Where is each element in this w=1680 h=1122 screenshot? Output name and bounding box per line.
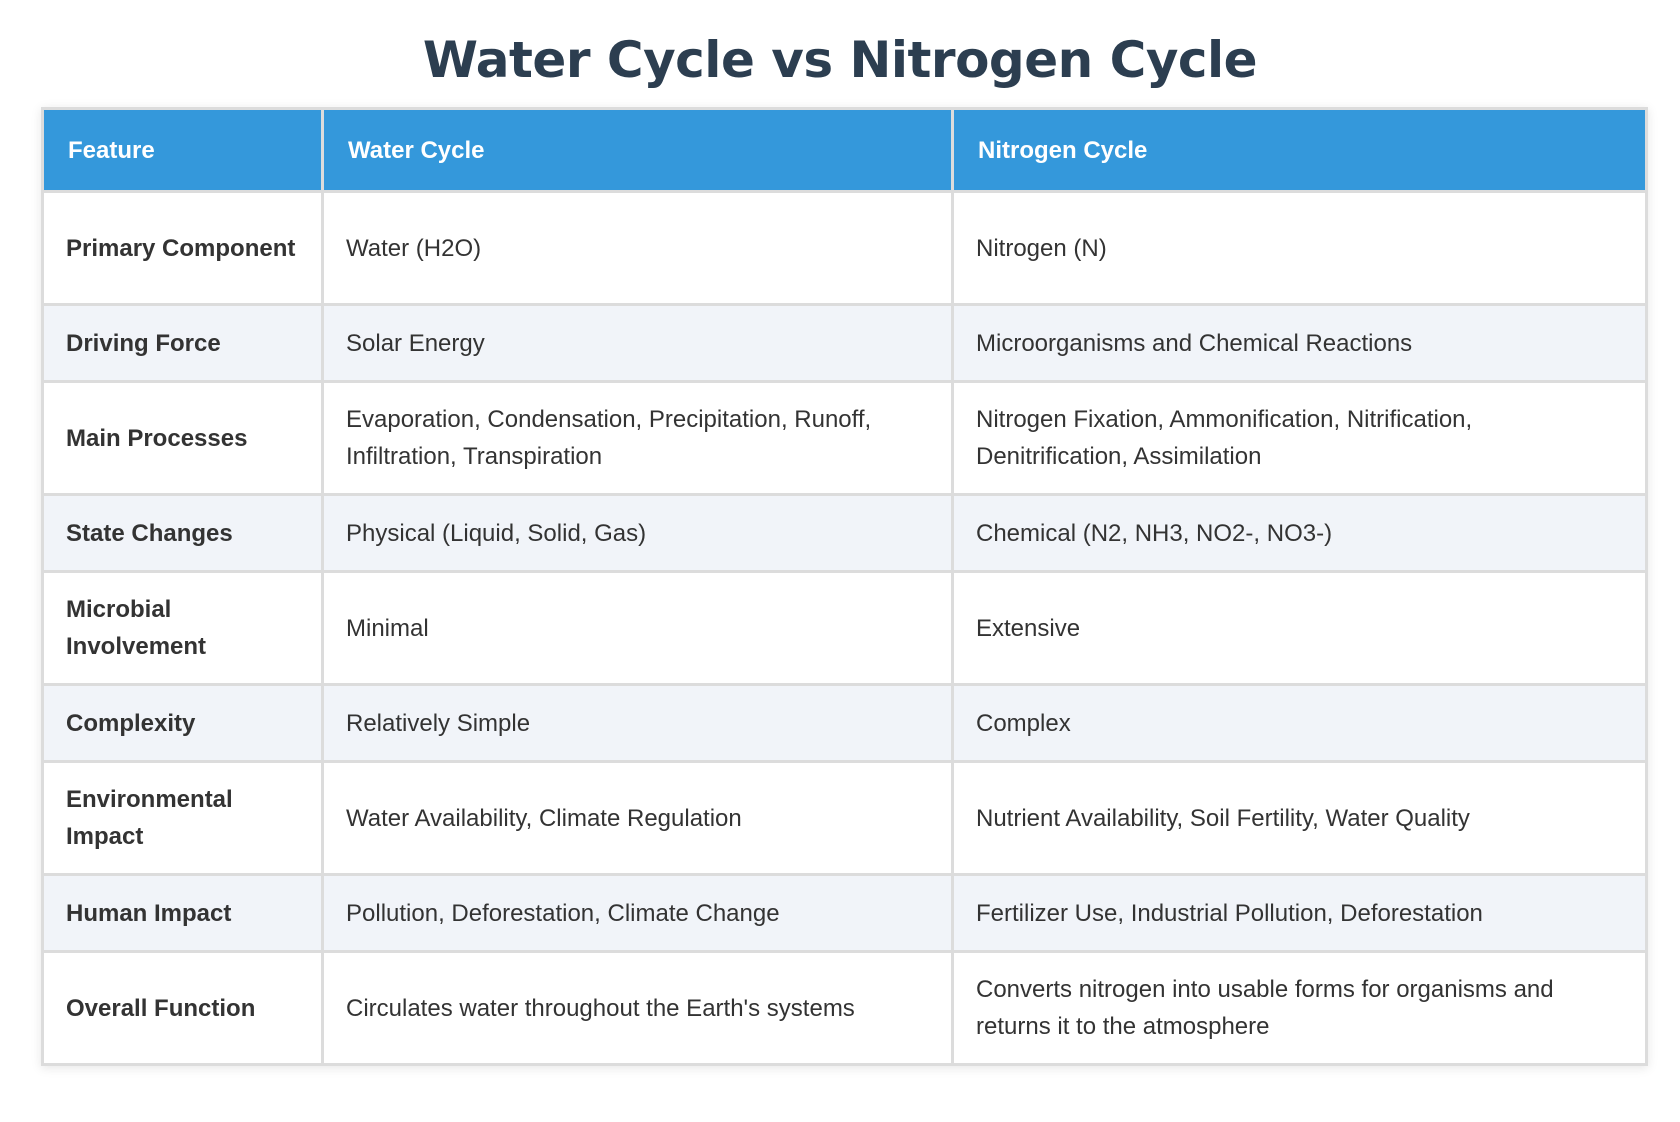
table-row: Microbial Involvement Minimal Extensive [41,570,1648,686]
table-row: Overall Function Circulates water throug… [41,950,1648,1066]
table-row: State Changes Physical (Liquid, Solid, G… [41,493,1648,573]
table-header: Feature Water Cycle Nitrogen Cycle [41,107,1648,193]
nitrogen-cycle-cell: Chemical (N2, NH3, NO2-, NO3-) [951,493,1648,573]
feature-cell: Complexity [41,683,324,763]
feature-cell: Human Impact [41,873,324,953]
water-cycle-cell: Physical (Liquid, Solid, Gas) [321,493,954,573]
nitrogen-cycle-cell: Nitrogen Fixation, Ammonification, Nitri… [951,380,1648,496]
nitrogen-cycle-cell: Microorganisms and Chemical Reactions [951,303,1648,383]
table-row: Primary Component Water (H2O) Nitrogen (… [41,190,1648,306]
nitrogen-cycle-cell: Extensive [951,570,1648,686]
header-nitrogen-cycle: Nitrogen Cycle [951,107,1648,193]
table-body: Primary Component Water (H2O) Nitrogen (… [41,190,1648,1066]
table-row: Main Processes Evaporation, Condensation… [41,380,1648,496]
water-cycle-cell: Pollution, Deforestation, Climate Change [321,873,954,953]
nitrogen-cycle-cell: Nitrogen (N) [951,190,1648,306]
water-cycle-cell: Minimal [321,570,954,686]
comparison-table: Feature Water Cycle Nitrogen Cycle Prima… [41,107,1648,1066]
header-row: Feature Water Cycle Nitrogen Cycle [41,107,1648,193]
water-cycle-cell: Relatively Simple [321,683,954,763]
nitrogen-cycle-cell: Converts nitrogen into usable forms for … [951,950,1648,1066]
nitrogen-cycle-cell: Nutrient Availability, Soil Fertility, W… [951,760,1648,876]
feature-cell: Main Processes [41,380,324,496]
feature-cell: Overall Function [41,950,324,1066]
feature-cell: Microbial Involvement [41,570,324,686]
table-row: Environmental Impact Water Availability,… [41,760,1648,876]
header-feature: Feature [41,107,324,193]
feature-cell: State Changes [41,493,324,573]
water-cycle-cell: Solar Energy [321,303,954,383]
table-row: Driving Force Solar Energy Microorganism… [41,303,1648,383]
header-water-cycle: Water Cycle [321,107,954,193]
water-cycle-cell: Water (H2O) [321,190,954,306]
nitrogen-cycle-cell: Fertilizer Use, Industrial Pollution, De… [951,873,1648,953]
nitrogen-cycle-cell: Complex [951,683,1648,763]
water-cycle-cell: Circulates water throughout the Earth's … [321,950,954,1066]
feature-cell: Environmental Impact [41,760,324,876]
table-row: Complexity Relatively Simple Complex [41,683,1648,763]
water-cycle-cell: Water Availability, Climate Regulation [321,760,954,876]
feature-cell: Primary Component [41,190,324,306]
water-cycle-cell: Evaporation, Condensation, Precipitation… [321,380,954,496]
page-title: Water Cycle vs Nitrogen Cycle [422,31,1258,89]
table-row: Human Impact Pollution, Deforestation, C… [41,873,1648,953]
feature-cell: Driving Force [41,303,324,383]
